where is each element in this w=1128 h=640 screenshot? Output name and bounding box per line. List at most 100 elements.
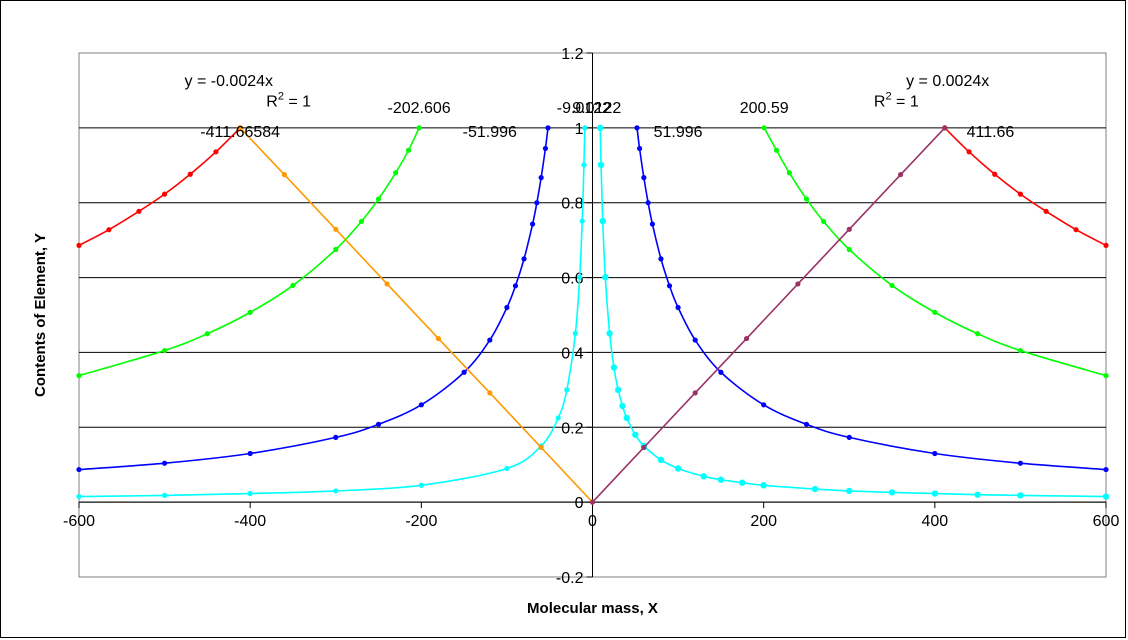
series-0-point-5	[213, 149, 219, 155]
series-9-point-1	[641, 444, 647, 451]
series-3-point-10	[1103, 373, 1109, 379]
series-7-point-11	[657, 456, 665, 464]
series-5-point-11	[803, 421, 810, 427]
series-2-point-0	[76, 373, 82, 379]
series-5-point-2	[641, 175, 647, 181]
y-tick-label-5: 0.8	[561, 196, 583, 213]
series-6-point-3	[333, 488, 339, 494]
series-6-point-11	[579, 218, 585, 224]
series-7-point-18	[846, 487, 853, 495]
series-5-point-7	[675, 304, 681, 311]
y-tick-label-4: 0.6	[561, 271, 583, 288]
series-5-point-3	[645, 200, 651, 206]
series-7-point-1	[597, 161, 605, 169]
series-5-line	[636, 127, 1107, 471]
series-2-point-3	[247, 309, 253, 315]
series-7-point-9	[632, 431, 639, 438]
y-axis-title: Contents of Element, Y	[32, 233, 49, 397]
annotation-0: y = -0.0024x	[185, 73, 274, 90]
series-7-point-20	[931, 490, 939, 497]
series-7-point-3	[602, 273, 609, 281]
series-4-point-5	[418, 402, 424, 408]
series-8-point-4	[435, 335, 442, 342]
x-axis-title: Molecular mass, X	[527, 600, 658, 617]
series-9-point-3	[743, 335, 750, 342]
series-4-point-3	[333, 434, 339, 440]
series-3-point-9	[1017, 347, 1024, 354]
x-tick-label-1: -400	[234, 513, 266, 530]
series-2-point-9	[405, 147, 412, 153]
series-6-point-9	[572, 330, 578, 336]
annotation-1: R2 = 1	[266, 91, 311, 111]
series-7-point-14	[717, 476, 725, 483]
series-3-point-5	[846, 246, 852, 253]
annotation-11: 411.66	[967, 124, 1015, 141]
annotation-6: 9.0122	[572, 100, 621, 117]
series-0-point-2	[136, 208, 142, 214]
series-4-point-15	[545, 125, 551, 131]
annotation-2: -411.66584	[200, 124, 280, 141]
x-tick-label-4: 200	[750, 513, 777, 530]
series-6-point-10	[577, 274, 583, 280]
series-3-point-0	[761, 125, 767, 131]
series-7-point-16	[760, 482, 767, 489]
series-0-point-1	[106, 227, 112, 233]
series-3-point-7	[932, 309, 938, 315]
series-7-point-17	[811, 485, 819, 493]
series-5-point-8	[692, 337, 698, 343]
x-tick-label-3: 0	[588, 513, 597, 530]
series-9-line	[591, 127, 946, 503]
series-5-point-1	[636, 145, 643, 152]
series-7-point-7	[619, 402, 626, 410]
series-3-point-2	[786, 170, 792, 176]
series-7-point-15	[739, 479, 746, 486]
annotation-8: 200.59	[740, 100, 789, 117]
series-5-point-15	[1103, 466, 1109, 473]
series-2-point-6	[358, 218, 365, 225]
annotation-9: y = 0.0024x	[906, 73, 989, 90]
series-5-point-0	[634, 125, 640, 131]
series-3-point-4	[820, 218, 827, 225]
series-6-point-0	[76, 493, 82, 500]
x-tick-label-2: -200	[405, 513, 437, 530]
x-tick-label-6: 600	[1093, 513, 1120, 530]
series-3-point-8	[975, 331, 981, 337]
series-4-point-14	[542, 145, 549, 152]
series-1-point-5	[1073, 227, 1079, 233]
annotation-4: -51.996	[463, 124, 517, 141]
series-4-point-0	[76, 466, 82, 473]
series-6-point-2	[247, 490, 253, 497]
series-7-point-0	[597, 124, 604, 132]
annotation-10: R2 = 1	[874, 91, 919, 111]
series-5-point-9	[718, 369, 724, 375]
series-7-point-4	[606, 330, 613, 337]
series-7-point-12	[674, 465, 682, 472]
y-tick-label-2: 0.2	[561, 420, 583, 437]
series-6-point-5	[504, 465, 510, 472]
annotation-3: -202.606	[388, 100, 451, 117]
series-1-point-1	[966, 149, 972, 155]
series-7-point-23	[1102, 493, 1110, 500]
series-2-point-1	[161, 347, 168, 354]
series-5-point-14	[1017, 460, 1024, 466]
series-2-point-2	[204, 331, 210, 337]
series-3-point-6	[889, 282, 895, 289]
annotation-7: 51.996	[654, 124, 703, 141]
series-0-point-4	[187, 171, 193, 177]
series-2-point-10	[416, 125, 422, 131]
series-9-point-2	[692, 390, 698, 396]
series-7-point-22	[1017, 492, 1024, 499]
series-4-point-13	[538, 175, 544, 181]
series-1-point-4	[1043, 208, 1049, 214]
series-4-point-4	[375, 421, 382, 427]
series-4-point-8	[504, 304, 510, 311]
series-6-point-12	[581, 162, 587, 168]
series-9-point-7	[942, 125, 948, 131]
series-5-point-4	[649, 221, 656, 227]
series-7-point-8	[623, 414, 630, 422]
series-4-point-1	[161, 460, 168, 466]
series-6-point-7	[555, 415, 561, 421]
series-4-point-7	[487, 337, 493, 343]
series-6-point-4	[418, 482, 424, 488]
